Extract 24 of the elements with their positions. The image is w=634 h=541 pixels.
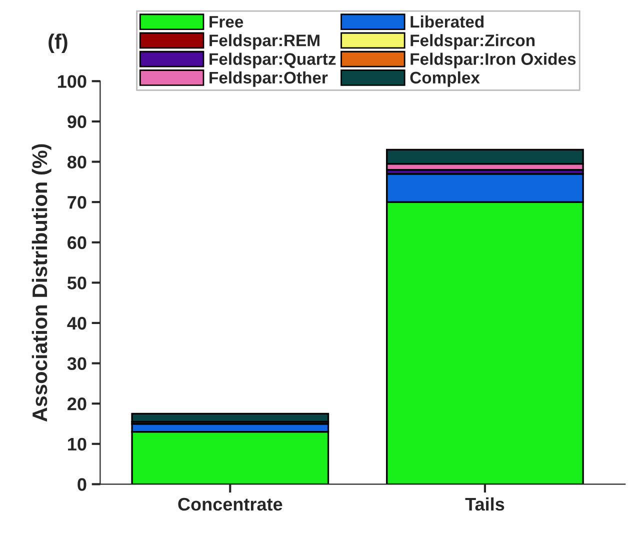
y-tick-label: 100: [58, 75, 86, 88]
y-tick-label: 80: [67, 156, 86, 168]
y-tick-label: 0: [78, 478, 86, 491]
legend-label: Free: [210, 16, 244, 28]
legend-label: Feldspar:Iron Oxides: [410, 52, 576, 68]
y-tick-label: 10: [68, 438, 86, 451]
legend-label: Liberated: [410, 15, 484, 28]
y-tick-label: 50: [67, 276, 86, 290]
x-tick-label: Concentrate: [178, 498, 282, 511]
y-tick-label: 20: [68, 398, 86, 410]
y-tick-label: 40: [67, 316, 86, 330]
text: (f): [48, 34, 68, 54]
y-tick-label: 70: [68, 196, 86, 209]
legend-label: Feldspar:Zircon: [410, 34, 535, 50]
legend-label: Feldspar:Other: [210, 71, 328, 87]
y-tick-label: 60: [68, 236, 86, 250]
y-tick-label: 90: [68, 115, 86, 128]
x-tick-label: Tails: [465, 497, 504, 511]
y-tick-label: 30: [67, 357, 86, 370]
legend-label: Complex: [410, 71, 480, 87]
bar: [131, 412, 330, 423]
y-axis-title: Association Distribution (%): [32, 144, 52, 422]
legend-label: Feldspar:REM: [210, 34, 320, 50]
legend-label: Feldspar:Quartz: [210, 52, 336, 68]
